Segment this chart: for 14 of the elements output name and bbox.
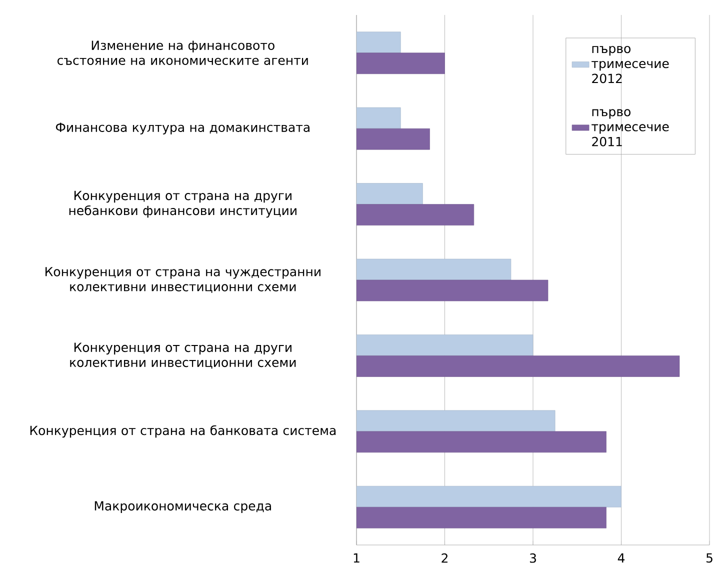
x-tick-label: 4: [618, 553, 625, 562]
x-tick-label: 5: [706, 553, 712, 563]
x-tick-label: 1: [354, 553, 360, 562]
legend-label: първо тримесечие 2012: [592, 46, 669, 84]
y-tick-label: Конкуренция от страна на чуждестранни колективни инвестиционни схеми: [46, 267, 320, 293]
x-tick-label: 3: [530, 553, 536, 563]
y-tick-label: Изменение на финансовото състояние на икономическите агенти: [58, 40, 308, 65]
y-tick-label: Конкуренция от страна на други небанкови финансови институции: [69, 190, 296, 218]
legend-label: първо тримесечие 2011: [592, 109, 669, 146]
y-tick-label: Конкуренция от страна на банковата система: [30, 425, 336, 438]
y-tick-label: Конкуренция от страна на други колективни инвестиционни схеми: [70, 342, 296, 369]
x-tick-label: 2: [442, 553, 448, 563]
y-tick-label: Макроикономическа среда: [94, 501, 271, 513]
y-tick-label: Финансова култура на домакинствата: [56, 122, 310, 134]
